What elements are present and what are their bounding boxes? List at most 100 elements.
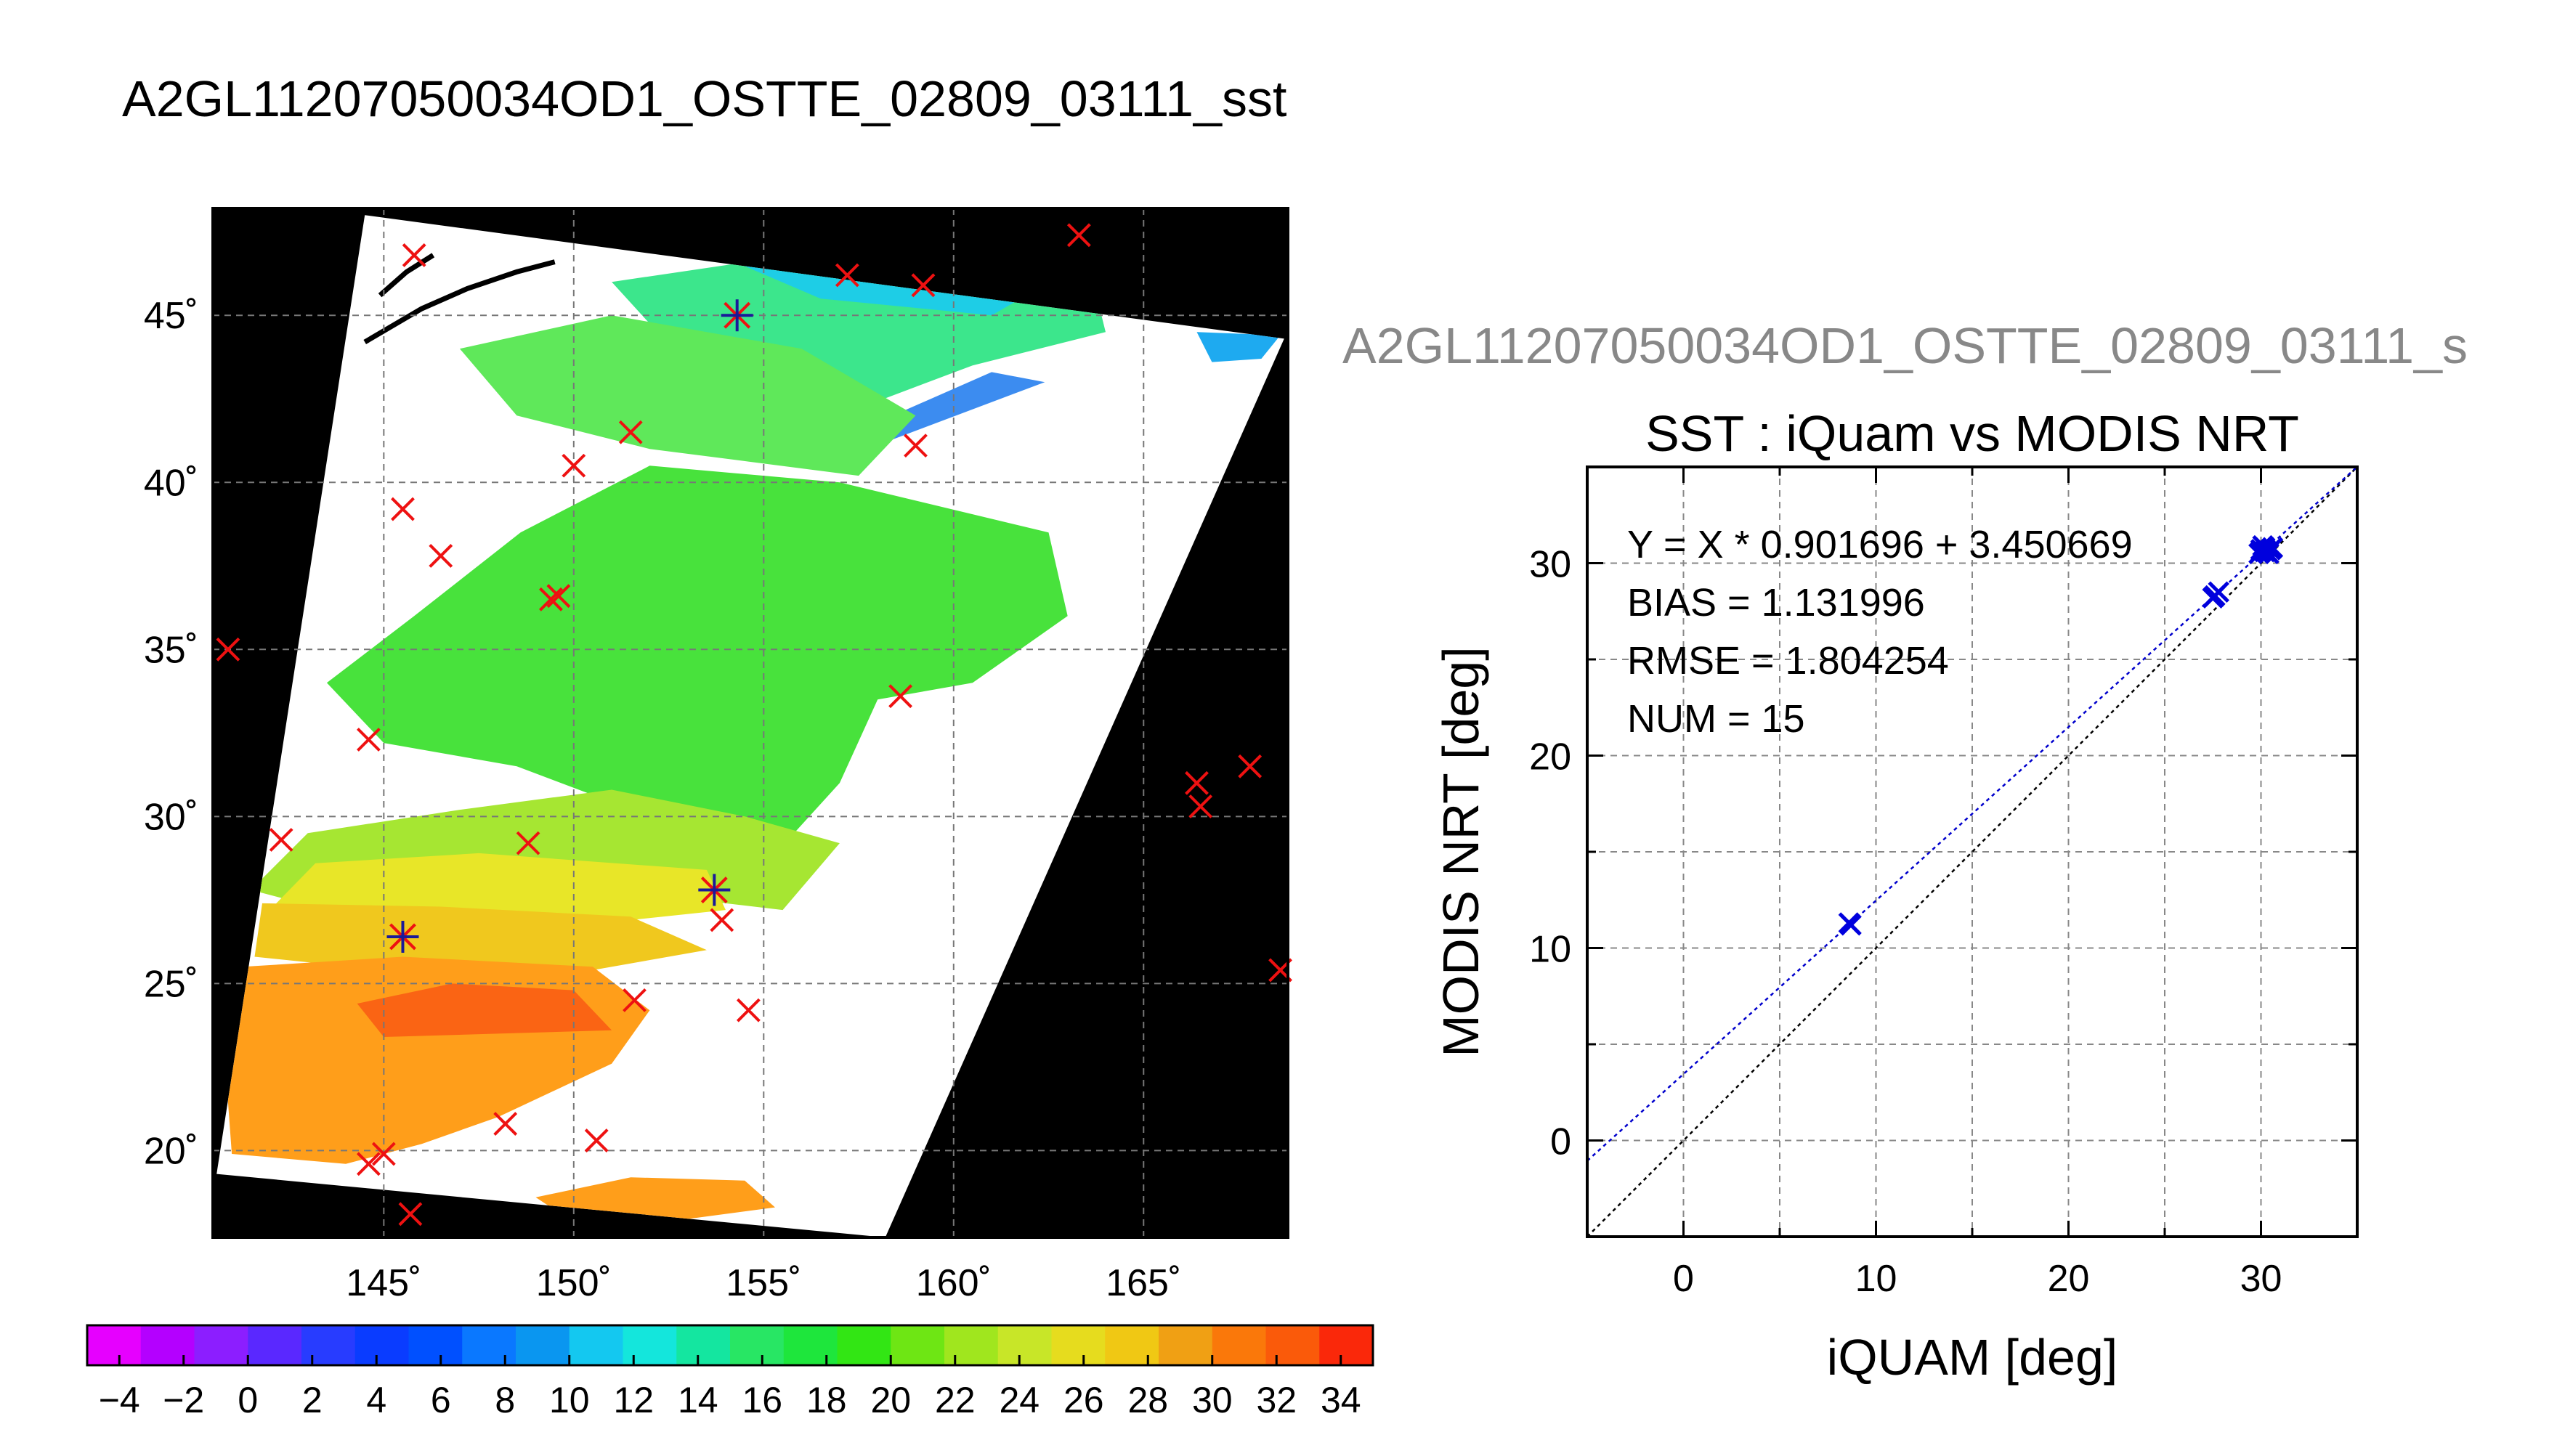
colorbar-tick-label: 26 [1063, 1380, 1104, 1420]
colorbar-segment [837, 1325, 891, 1365]
colorbar-tick-label: 30 [1192, 1380, 1233, 1420]
buoy-marker-stroke [539, 587, 563, 611]
colorbar-segment [1212, 1325, 1267, 1365]
buoy-marker [429, 544, 453, 568]
colorbar-tick-label: 10 [549, 1380, 590, 1420]
colorbar-segment [1105, 1325, 1159, 1365]
buoy-marker [391, 497, 415, 521]
colorbar-segment [1159, 1325, 1213, 1365]
colorbar-tick-label: 14 [678, 1380, 718, 1420]
colorbar-tick-label: 28 [1127, 1380, 1168, 1420]
colorbar-segment [462, 1325, 516, 1365]
colorbar-tick-label: 2 [302, 1380, 323, 1420]
buoy-marker [904, 434, 928, 458]
buoy-marker-stroke [402, 243, 426, 267]
buoy-marker [516, 831, 540, 855]
colorbar-segment [1051, 1325, 1106, 1365]
sst-colorbar: −4 −2 0 2 4 6 8 10 12 14 16 18 20 22 24 26 28 30 32 34 [86, 1324, 1374, 1420]
x-tick-label: 10 [1855, 1258, 1897, 1300]
scatter-figure-label: A2GL11207050034OD1_OSTTE_02809_03111_s [1342, 317, 2468, 374]
scatter-frame [1586, 465, 2359, 1238]
sst-region [357, 983, 612, 1037]
colorbar-segment [87, 1325, 142, 1365]
lat-tick-label: 25˚ [144, 963, 198, 1005]
buoy-marker [911, 273, 936, 298]
buoy-marker [562, 453, 586, 478]
x-tick-label: 20 [2048, 1258, 2090, 1300]
colorbar-segment [569, 1325, 624, 1365]
colorbar-tick-label: 20 [870, 1380, 911, 1420]
buoy-marker-stroke [584, 1128, 609, 1152]
buoy-marker-stroke [736, 998, 761, 1022]
matchup-marker [386, 920, 419, 953]
colorbar-segment [997, 1325, 1053, 1365]
buoy-marker-stroke [1238, 754, 1263, 778]
lon-tick-label: 145˚ [346, 1262, 421, 1304]
colorbar-segment [354, 1325, 410, 1365]
x-tick-label: 0 [1673, 1258, 1694, 1300]
x-axis-label: iQUAM [deg] [1827, 1329, 2118, 1386]
colorbar-tick-label: 8 [495, 1380, 515, 1420]
buoy-marker-stroke [888, 684, 912, 709]
colorbar-tick-label: 12 [613, 1380, 654, 1420]
colorbar-segment [194, 1325, 248, 1365]
stats-line: BIAS = 1.131996 [1627, 581, 1925, 625]
lon-tick-label: 155˚ [726, 1262, 801, 1304]
buoy-marker-stroke [516, 831, 540, 855]
buoy-marker-stroke [391, 497, 415, 521]
lon-tick-label: 160˚ [916, 1262, 992, 1304]
buoy-marker [1185, 770, 1209, 795]
lat-tick-label: 40˚ [144, 462, 198, 504]
buoy-marker [402, 243, 426, 267]
buoy-marker-stroke [493, 1112, 518, 1136]
data-point [2254, 540, 2276, 563]
sst-region [254, 903, 707, 977]
buoy-marker [216, 637, 240, 662]
buoy-marker-stroke [216, 637, 240, 662]
buoy-marker [493, 1112, 518, 1136]
buoy-marker-stroke [1188, 794, 1213, 818]
buoy-marker [1188, 794, 1213, 818]
lat-tick-label: 20˚ [144, 1130, 198, 1172]
regression-line [1587, 467, 2357, 1162]
buoy-marker [371, 1142, 396, 1166]
buoy-marker [1066, 223, 1091, 248]
matchup-marker [721, 299, 753, 332]
buoy-marker [546, 584, 571, 609]
lat-tick-label: 45˚ [144, 295, 198, 337]
buoy-marker-stroke [357, 1152, 381, 1176]
y-axis-label: MODIS NRT [deg] [1432, 646, 1489, 1057]
data-point-stroke [2254, 540, 2276, 563]
coastline [378, 253, 435, 298]
sst-region [459, 315, 916, 476]
colorbar-segment [783, 1325, 838, 1365]
buoy-marker [398, 1202, 423, 1227]
colorbar-tick-label: 0 [238, 1380, 258, 1420]
colorbar-segment [1319, 1325, 1374, 1365]
data-point [2204, 585, 2226, 607]
data-point [1840, 914, 1862, 936]
y-tick-label: 0 [1550, 1121, 1571, 1163]
buoy-marker-stroke [835, 263, 859, 288]
buoy-marker [835, 263, 859, 288]
colorbar-tick-label: 16 [742, 1380, 782, 1420]
buoy-marker [584, 1128, 609, 1152]
lat-tick-label: 35˚ [144, 629, 198, 671]
buoy-marker [1238, 754, 1263, 778]
lat-tick-label: 30˚ [144, 796, 198, 838]
buoy-marker-stroke [623, 988, 647, 1012]
colorbar-tick-label: 4 [366, 1380, 386, 1420]
buoy-marker-stroke [562, 453, 586, 478]
stats-line: RMSE = 1.804254 [1627, 639, 1949, 683]
scatter-plot: SST : iQuam vs MODIS NRT 0 10 20 30 0 10 20 30 Y … [1432, 405, 2359, 1386]
y-tick-label: 10 [1529, 929, 1571, 971]
buoy-marker [710, 908, 734, 932]
scatter-lines [1587, 467, 2357, 1237]
colorbar-segment [1265, 1325, 1320, 1365]
buoy-marker [539, 587, 563, 611]
y-tick-label: 30 [1529, 544, 1571, 586]
scatter-title: SST : iQuam vs MODIS NRT [1645, 405, 2299, 462]
buoy-marker-stroke [398, 1202, 423, 1227]
coastline [363, 259, 556, 345]
